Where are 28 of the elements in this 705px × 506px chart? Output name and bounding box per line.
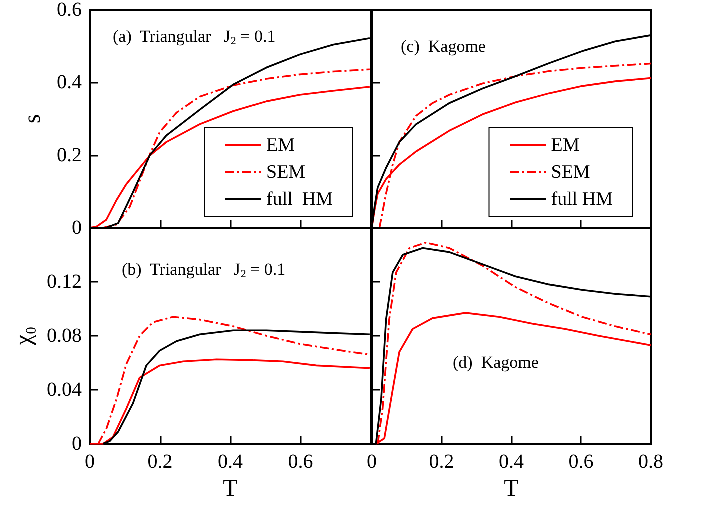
x-tick-label: 0.4 bbox=[499, 451, 524, 473]
x-tick-label: 0.2 bbox=[429, 451, 454, 473]
y-tick-label: 0.4 bbox=[57, 72, 82, 94]
x-tick-label: 0.6 bbox=[288, 451, 314, 473]
legend-label: SEM bbox=[551, 162, 590, 183]
y-axis-title: s bbox=[20, 114, 46, 124]
legend-label: EM bbox=[551, 135, 580, 156]
x-tick-label: 0.8 bbox=[638, 451, 664, 473]
legend-label: full HM bbox=[266, 189, 334, 210]
y-tick-label: 0.2 bbox=[57, 144, 82, 166]
x-tick-label: 0 bbox=[367, 451, 377, 473]
legend-label: EM bbox=[266, 135, 296, 156]
x-tick-label: 0.4 bbox=[218, 451, 243, 473]
legend-label: full HM bbox=[551, 189, 614, 210]
y-tick-label: 0 bbox=[72, 217, 82, 239]
y-tick-label: 0.04 bbox=[47, 379, 82, 401]
y-tick-label: 0.12 bbox=[47, 271, 82, 293]
x-axis-title: T bbox=[223, 476, 238, 502]
x-tick-label: 0.6 bbox=[568, 451, 594, 473]
x-tick-label: 0.2 bbox=[148, 451, 173, 473]
legend-label: SEM bbox=[266, 162, 306, 183]
y-tick-label: 0 bbox=[72, 433, 82, 455]
annotation: (d) Kagome bbox=[453, 353, 539, 372]
y-tick-label: 0.08 bbox=[47, 325, 82, 347]
annotation: (c) Kagome bbox=[401, 37, 486, 56]
y-axis-title: χ₀ bbox=[11, 326, 38, 347]
y-tick-label: 0.6 bbox=[57, 0, 82, 21]
x-axis-title: T bbox=[504, 476, 520, 502]
